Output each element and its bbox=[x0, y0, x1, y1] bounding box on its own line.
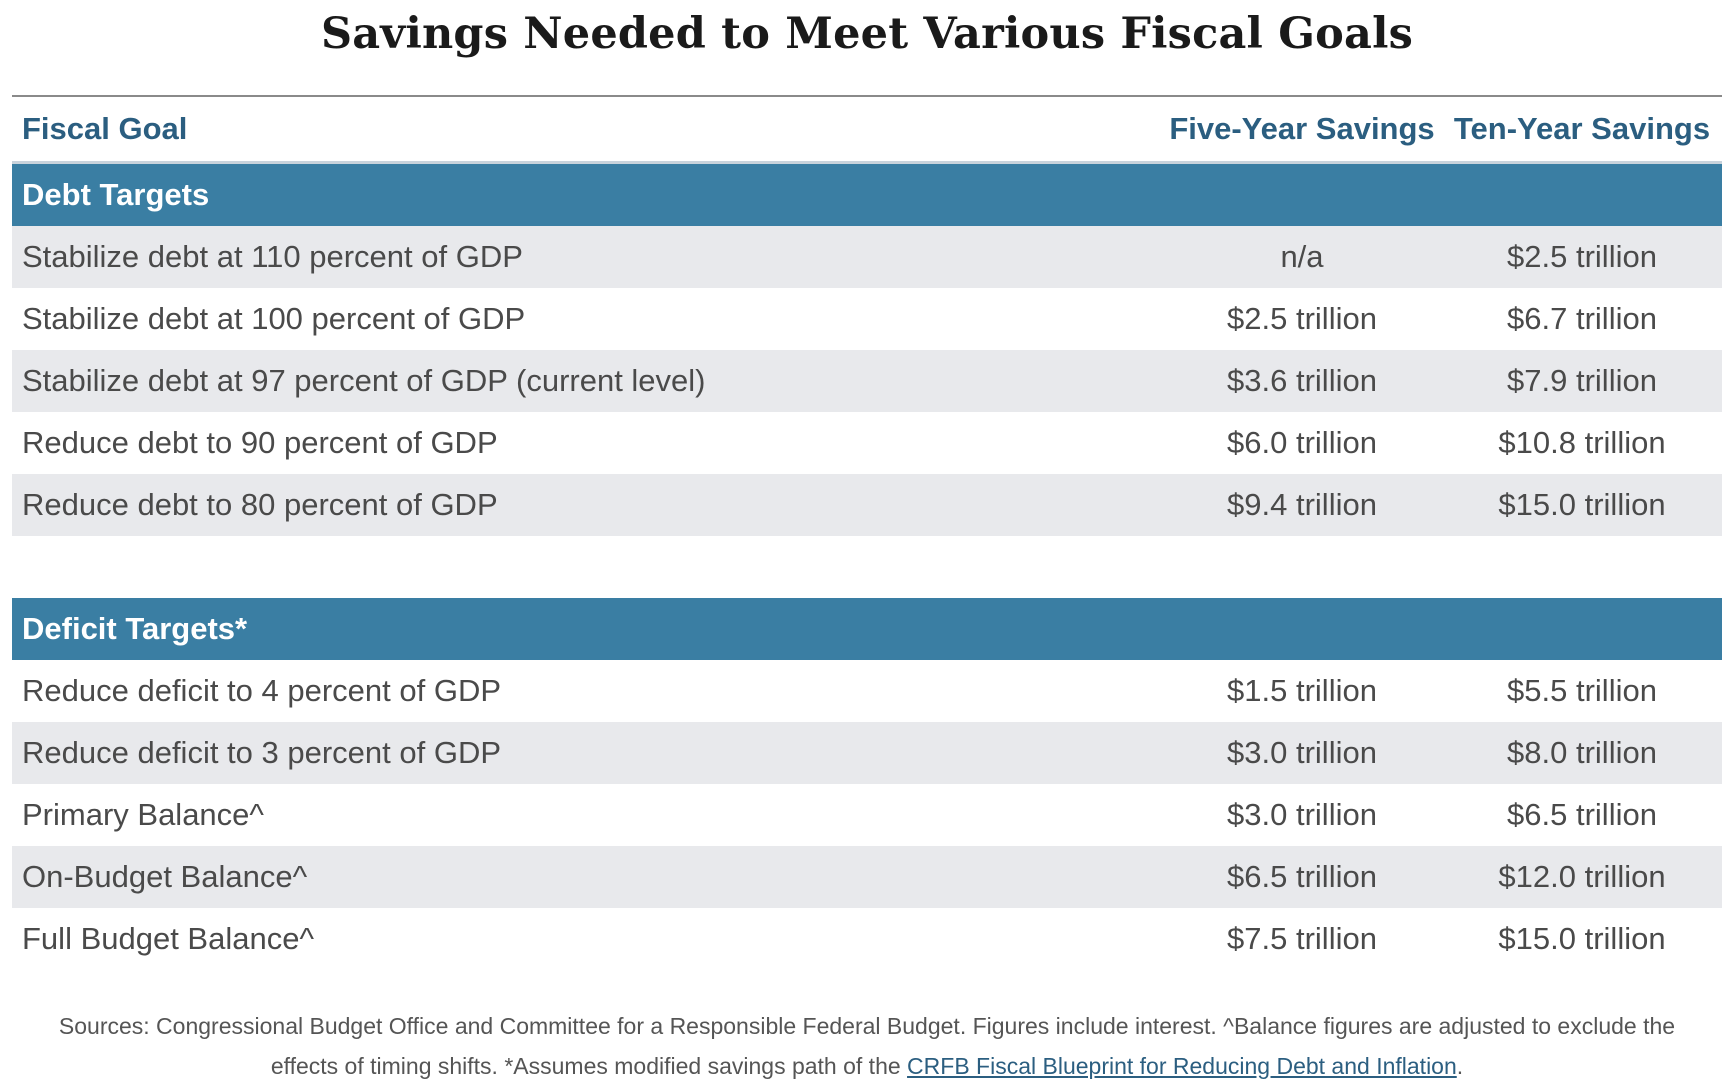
table-row: Reduce deficit to 3 percent of GDP $3.0 … bbox=[12, 722, 1722, 784]
table-title: Savings Needed to Meet Various Fiscal Go… bbox=[320, 9, 1414, 59]
table-row: Reduce debt to 90 percent of GDP $6.0 tr… bbox=[12, 412, 1722, 474]
table-row: Full Budget Balance^ $7.5 trillion $15.0… bbox=[12, 908, 1722, 970]
crfb-blueprint-link[interactable]: CRFB Fiscal Blueprint for Reducing Debt … bbox=[907, 1053, 1457, 1079]
footnote-line-1: Sources: Congressional Budget Office and… bbox=[58, 1013, 1676, 1039]
header-fiscal-goal: Fiscal Goal bbox=[22, 111, 188, 146]
row-five-year: $1.5 trillion bbox=[1227, 673, 1377, 708]
table-row: Stabilize debt at 97 percent of GDP (cur… bbox=[12, 350, 1722, 412]
row-ten-year: $7.9 trillion bbox=[1507, 363, 1657, 398]
row-goal: Full Budget Balance^ bbox=[22, 921, 315, 956]
header-row: Fiscal Goal Five-Year Savings Ten-Year S… bbox=[12, 97, 1722, 164]
row-goal: Reduce debt to 90 percent of GDP bbox=[22, 425, 498, 460]
row-ten-year: $5.5 trillion bbox=[1507, 673, 1657, 708]
row-goal: Stabilize debt at 110 percent of GDP bbox=[22, 239, 523, 274]
row-goal: On-Budget Balance^ bbox=[22, 859, 308, 894]
top-rule bbox=[12, 95, 1722, 97]
row-ten-year: $12.0 trillion bbox=[1498, 859, 1666, 894]
table-row: Reduce deficit to 4 percent of GDP $1.5 … bbox=[12, 660, 1722, 722]
row-ten-year: $15.0 trillion bbox=[1498, 921, 1666, 956]
row-five-year: $3.0 trillion bbox=[1227, 735, 1377, 770]
row-ten-year: $15.0 trillion bbox=[1498, 487, 1666, 522]
table-row: Primary Balance^ $3.0 trillion $6.5 tril… bbox=[12, 784, 1722, 846]
footnote-line-2: effects of timing shifts. *Assumes modif… bbox=[0, 1046, 1734, 1086]
savings-table: Fiscal Goal Five-Year Savings Ten-Year S… bbox=[12, 95, 1722, 970]
table-row: Reduce debt to 80 percent of GDP $9.4 tr… bbox=[12, 474, 1722, 536]
row-five-year: $3.0 trillion bbox=[1227, 797, 1377, 832]
row-ten-year: $10.8 trillion bbox=[1498, 425, 1666, 460]
section-label: Debt Targets bbox=[22, 177, 210, 212]
row-goal: Primary Balance^ bbox=[22, 797, 264, 832]
footnote-line-2-prefix: effects of timing shifts. *Assumes modif… bbox=[270, 1053, 908, 1079]
row-goal: Reduce deficit to 3 percent of GDP bbox=[22, 735, 502, 770]
row-ten-year: $8.0 trillion bbox=[1507, 735, 1657, 770]
row-five-year: $6.0 trillion bbox=[1227, 425, 1377, 460]
section-header-deficit-targets: Deficit Targets* bbox=[12, 598, 1722, 660]
header-five-year: Five-Year Savings bbox=[1169, 111, 1435, 146]
table-row: On-Budget Balance^ $6.5 trillion $12.0 t… bbox=[12, 846, 1722, 908]
table-row: Stabilize debt at 110 percent of GDP n/a… bbox=[12, 226, 1722, 288]
row-five-year: $3.6 trillion bbox=[1227, 363, 1377, 398]
section-spacer bbox=[12, 536, 1722, 598]
row-five-year: $2.5 trillion bbox=[1227, 301, 1377, 336]
row-goal: Reduce deficit to 4 percent of GDP bbox=[22, 673, 502, 708]
section-header-debt-targets: Debt Targets bbox=[12, 164, 1722, 226]
row-five-year: $9.4 trillion bbox=[1227, 487, 1377, 522]
table-row: Stabilize debt at 100 percent of GDP $2.… bbox=[12, 288, 1722, 350]
header-ten-year: Ten-Year Savings bbox=[1453, 111, 1711, 146]
footnote-line-2-suffix: . bbox=[1456, 1053, 1464, 1079]
row-five-year: $6.5 trillion bbox=[1227, 859, 1377, 894]
row-goal: Stabilize debt at 97 percent of GDP (cur… bbox=[22, 363, 706, 398]
row-ten-year: $6.7 trillion bbox=[1507, 301, 1657, 336]
row-ten-year: $2.5 trillion bbox=[1507, 239, 1657, 274]
row-goal: Reduce debt to 80 percent of GDP bbox=[22, 487, 498, 522]
row-five-year: $7.5 trillion bbox=[1227, 921, 1377, 956]
source-footnote: Sources: Congressional Budget Office and… bbox=[0, 1006, 1734, 1086]
section-label: Deficit Targets* bbox=[22, 611, 248, 646]
row-five-year: n/a bbox=[1280, 239, 1324, 274]
row-goal: Stabilize debt at 100 percent of GDP bbox=[22, 301, 526, 336]
row-ten-year: $6.5 trillion bbox=[1507, 797, 1657, 832]
